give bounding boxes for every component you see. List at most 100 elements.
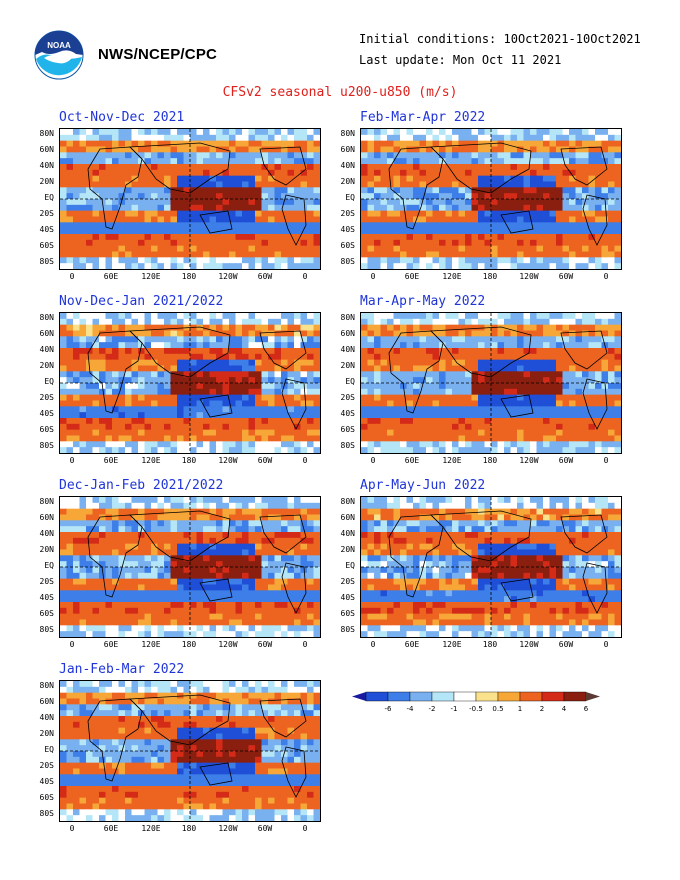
- lat-label: EQ: [345, 561, 355, 570]
- lat-label: 40S: [39, 225, 54, 234]
- colorbar-label: 1: [518, 705, 522, 713]
- lat-label: 40N: [39, 345, 54, 354]
- lat-label: 20N: [340, 361, 355, 370]
- lon-label: 0: [302, 824, 308, 833]
- lon-label: 120W: [218, 640, 238, 649]
- lon-label: 60E: [103, 640, 119, 649]
- lat-label: 80S: [39, 441, 54, 450]
- map-ond: [59, 128, 321, 270]
- lat-label: 60S: [340, 609, 355, 618]
- lon-label: 180: [482, 640, 498, 649]
- lon-label: 120E: [442, 640, 462, 649]
- lon-label: 60E: [103, 456, 119, 465]
- lon-label: 120E: [141, 640, 161, 649]
- lat-label: 80N: [340, 129, 355, 138]
- lon-label: 180: [181, 272, 197, 281]
- lon-label: 120E: [141, 824, 161, 833]
- lat-label: 20N: [340, 177, 355, 186]
- colorbar-label: -6: [385, 705, 393, 713]
- colorbar-label: -1: [451, 705, 458, 713]
- lat-label: 40S: [340, 593, 355, 602]
- lat-label: 40N: [39, 161, 54, 170]
- lat-label: 80N: [340, 497, 355, 506]
- lon-label: 60W: [257, 824, 273, 833]
- lon-label: 60E: [404, 640, 420, 649]
- colorbar-swatch: [387, 691, 411, 702]
- colorbar-swatch: [409, 691, 433, 702]
- lon-label: 0: [69, 272, 75, 281]
- colorbar-swatch: [519, 691, 543, 702]
- colorbar-label: 4: [562, 705, 567, 713]
- lon-label: 180: [482, 272, 498, 281]
- lon-label: 120W: [218, 456, 238, 465]
- lon-label: 0: [302, 640, 308, 649]
- lon-label: 120W: [519, 272, 539, 281]
- lon-label: 0: [370, 456, 376, 465]
- lon-label: 120W: [218, 272, 238, 281]
- last-update: Last update: Mon Oct 11 2021: [359, 53, 562, 67]
- lat-label: 60N: [39, 145, 54, 154]
- lat-label: 60S: [39, 425, 54, 434]
- lat-label: 40S: [39, 409, 54, 418]
- lat-label: 80N: [39, 313, 54, 322]
- lat-label: 40N: [340, 345, 355, 354]
- lat-label: EQ: [44, 193, 54, 202]
- lon-label: 120W: [519, 640, 539, 649]
- colorbar-label: 6: [584, 705, 589, 713]
- map-amj: [360, 496, 622, 638]
- lon-label: 60W: [257, 272, 273, 281]
- colorbar-label: 2: [540, 705, 544, 713]
- lon-label: 120E: [141, 272, 161, 281]
- lat-label: 20N: [39, 545, 54, 554]
- lat-label: 80N: [39, 129, 54, 138]
- lat-label: 20S: [39, 209, 54, 218]
- lat-label: 60N: [340, 329, 355, 338]
- map-ndj: [59, 312, 321, 454]
- lat-label: EQ: [44, 745, 54, 754]
- lon-label: 0: [302, 272, 308, 281]
- lat-label: 20S: [39, 577, 54, 586]
- colorbar-swatch: [497, 691, 521, 702]
- lon-label: 0: [370, 640, 376, 649]
- lon-label: 180: [181, 456, 197, 465]
- lat-label: 40N: [340, 529, 355, 538]
- lat-label: 60N: [340, 145, 355, 154]
- initial-conditions: Initial conditions: 10Oct2021-10Oct2021: [359, 32, 641, 46]
- lon-label: 60E: [103, 824, 119, 833]
- panel-title-jfm: Jan-Feb-Mar 2022: [59, 662, 185, 677]
- lat-label: 40S: [340, 225, 355, 234]
- lon-label: 60E: [404, 272, 420, 281]
- lat-label: 40N: [340, 161, 355, 170]
- lon-label: 0: [69, 824, 75, 833]
- panel-title-fma: Feb-Mar-Apr 2022: [360, 110, 486, 125]
- lat-label: 60N: [340, 513, 355, 522]
- lat-label: 60S: [340, 241, 355, 250]
- colorbar-label: -0.5: [469, 705, 483, 713]
- colorbar-label: -2: [429, 705, 436, 713]
- lon-label: 0: [603, 456, 609, 465]
- colorbar-swatch: [541, 691, 565, 702]
- lon-label: 0: [69, 456, 75, 465]
- lon-label: 180: [181, 824, 197, 833]
- panel-title-mam: Mar-Apr-May 2022: [360, 294, 486, 309]
- noaa-logo: NOAA: [34, 30, 84, 80]
- lat-label: 40S: [39, 593, 54, 602]
- lat-label: 80N: [340, 313, 355, 322]
- lat-label: 80N: [39, 497, 54, 506]
- lat-label: 20N: [39, 361, 54, 370]
- lat-label: EQ: [44, 377, 54, 386]
- lat-label: 20N: [340, 545, 355, 554]
- lat-label: 20S: [340, 577, 355, 586]
- lon-label: 120W: [519, 456, 539, 465]
- colorbar-arrow-right: [586, 692, 600, 701]
- lat-label: 20N: [39, 729, 54, 738]
- lat-label: EQ: [44, 561, 54, 570]
- lon-label: 120W: [218, 824, 238, 833]
- lon-label: 60W: [558, 456, 574, 465]
- lat-label: 60S: [39, 793, 54, 802]
- colorbar-swatch: [563, 691, 587, 702]
- map-fma: [360, 128, 622, 270]
- lat-label: 40S: [340, 409, 355, 418]
- lon-label: 0: [69, 640, 75, 649]
- lat-label: 20S: [39, 393, 54, 402]
